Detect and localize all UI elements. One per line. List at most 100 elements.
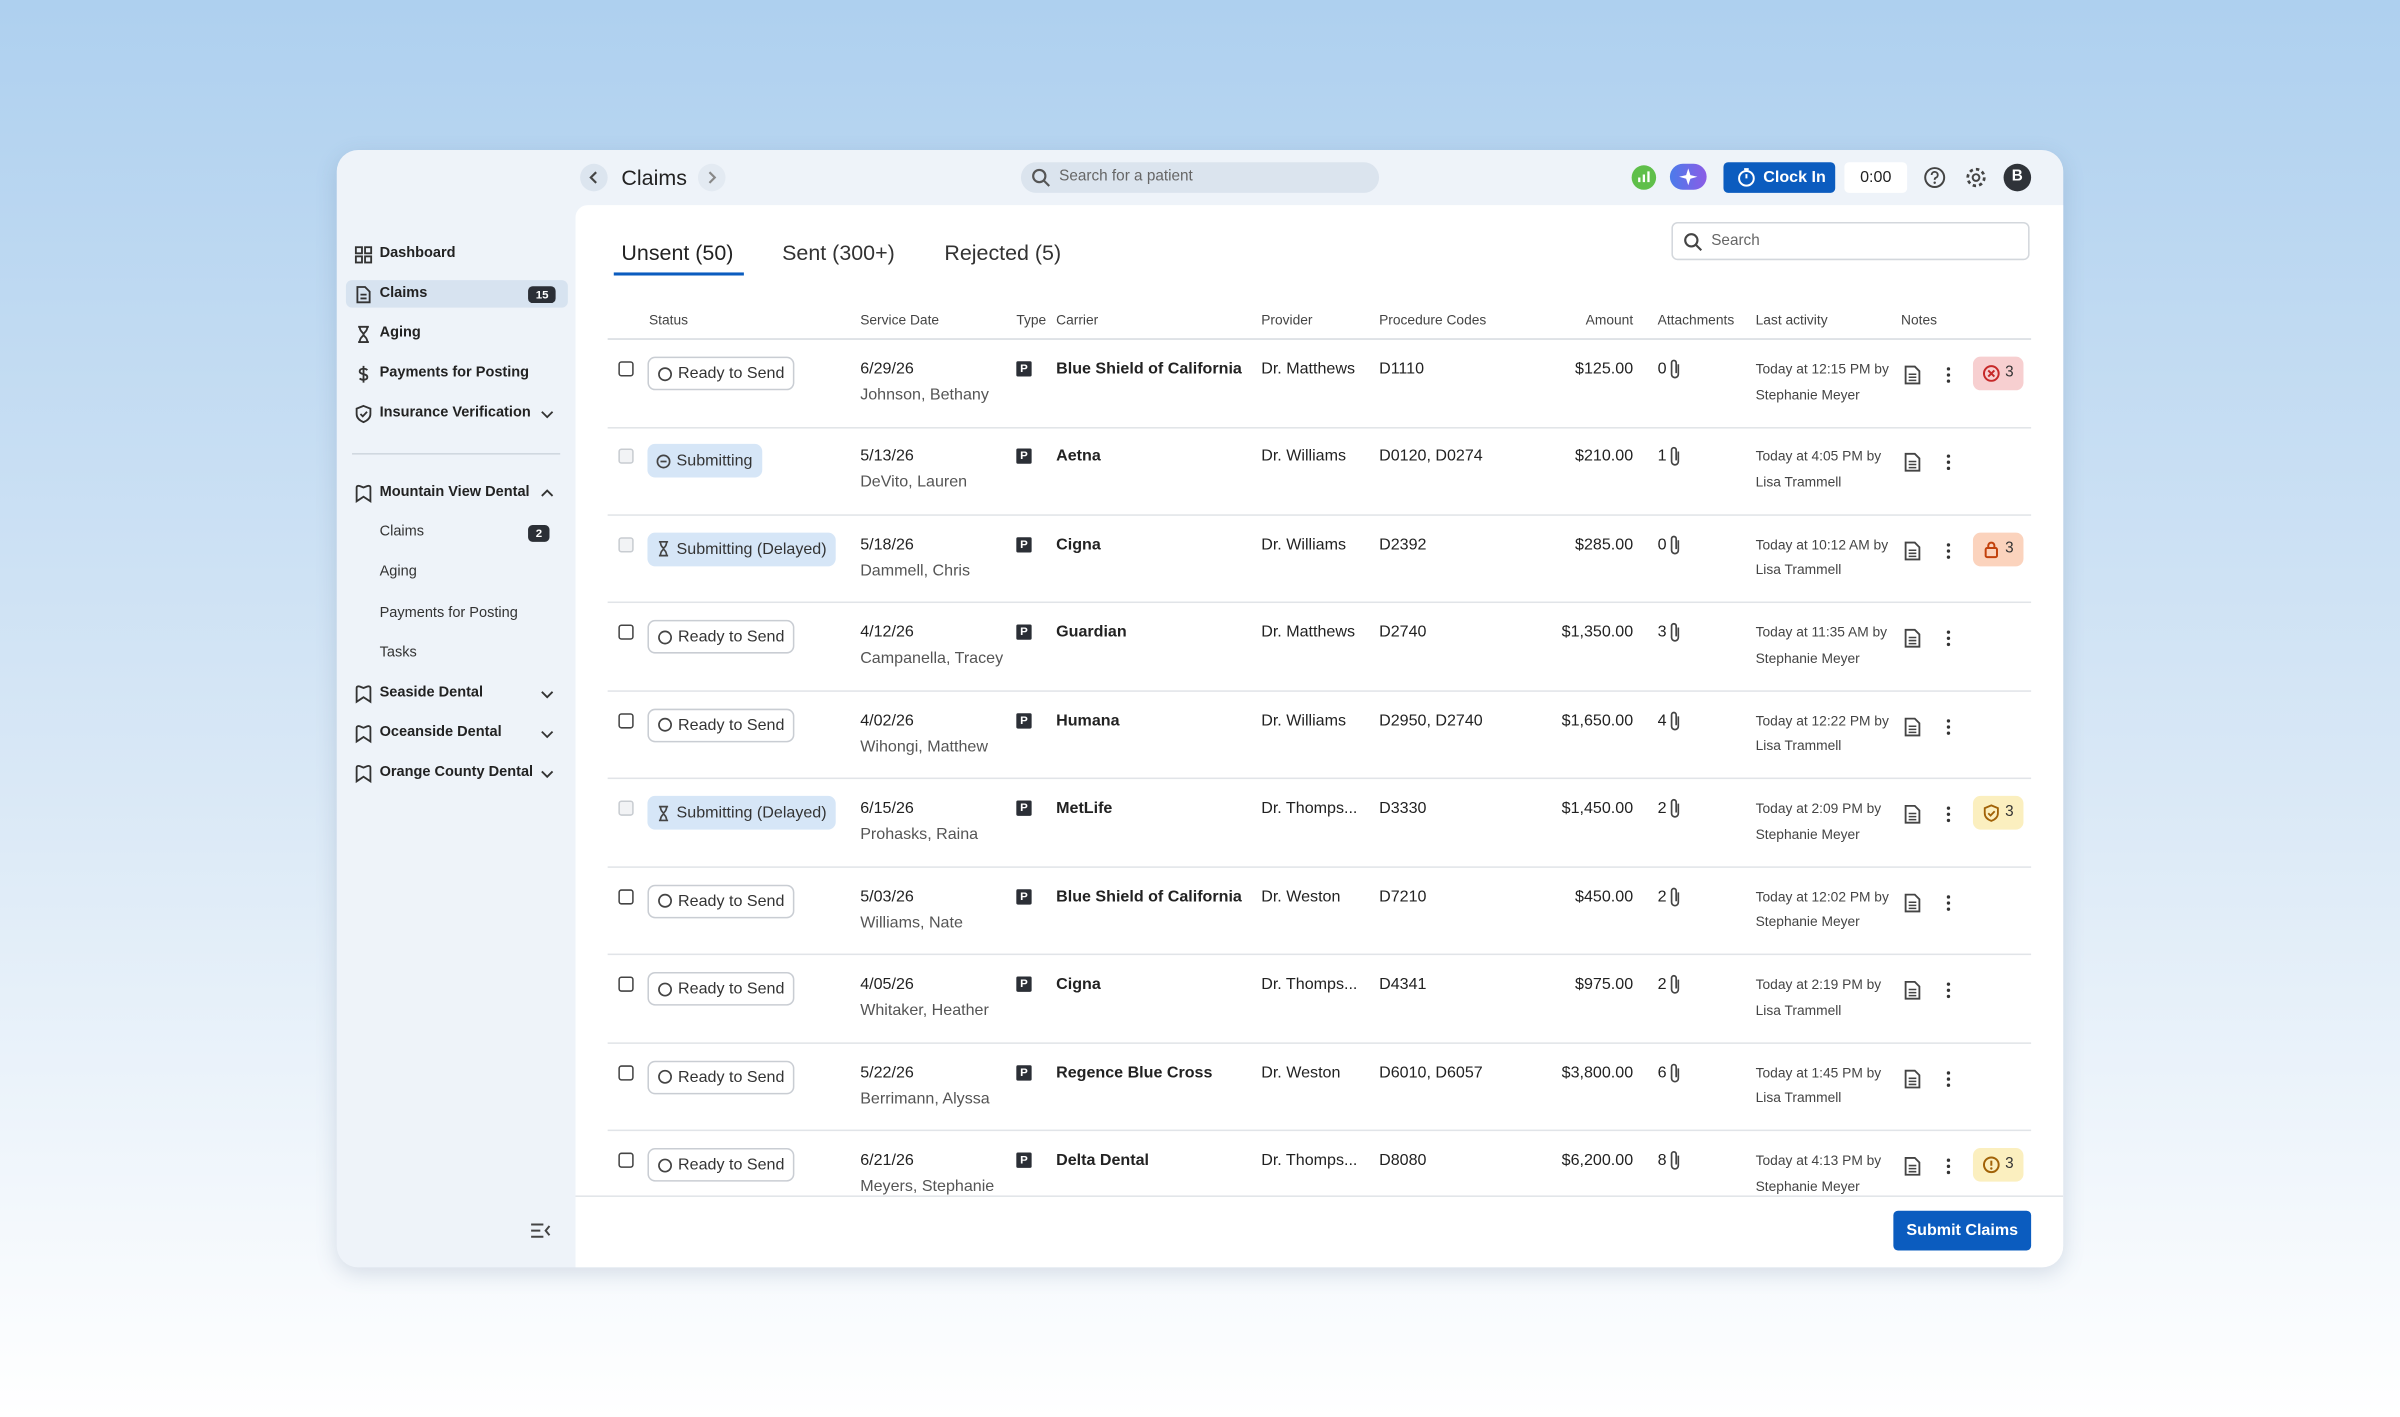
tab[interactable]: Unsent (50) xyxy=(621,240,734,265)
alert-icon xyxy=(1984,541,1998,558)
table-row[interactable]: Ready to Send 4/02/26 Wihongi, Matthew P Hum… xyxy=(576,692,2064,780)
status-icon xyxy=(658,718,673,733)
tab[interactable]: Rejected (5) xyxy=(944,240,1062,265)
more-icon[interactable] xyxy=(1944,981,1953,999)
table-row[interactable]: Submitting (Delayed) 5/18/26 Dammell, Chri… xyxy=(576,516,2064,604)
notes-icon[interactable] xyxy=(1903,1068,1923,1089)
chevron-icon[interactable] xyxy=(539,765,556,782)
row-checkbox xyxy=(618,537,634,553)
table-search[interactable]: Search xyxy=(1671,221,2030,261)
column-header: Procedure Codes xyxy=(1379,312,1487,328)
patient-name: DeVito, Lauren xyxy=(860,473,968,492)
row-checkbox[interactable] xyxy=(618,712,634,729)
table-row[interactable]: Ready to Send 5/22/26 Berrimann, Alyssa P Re… xyxy=(576,1043,2064,1132)
table-row[interactable]: Ready to Send 5/03/26 Williams, Nate P Blue … xyxy=(576,867,2064,956)
carrier: Guardian xyxy=(1056,623,1127,642)
nav-label: Insurance Verification xyxy=(379,404,531,421)
notes-icon[interactable] xyxy=(1903,980,1923,1001)
header-divider xyxy=(607,338,2032,340)
status-icon xyxy=(658,541,669,558)
column-header: Status xyxy=(648,312,689,328)
more-icon[interactable] xyxy=(1944,718,1953,736)
row-checkbox[interactable] xyxy=(618,1064,634,1080)
avatar-initial: B xyxy=(2011,168,2023,186)
last-activity: Today at 4:13 PM by xyxy=(1755,1152,1882,1168)
nav-label: Tasks xyxy=(379,644,417,661)
status-label: Submitting (Delayed) xyxy=(676,803,827,823)
notes-icon[interactable] xyxy=(1903,628,1923,649)
alert-badge[interactable]: 3 xyxy=(1972,532,2024,567)
paperclip-icon xyxy=(1670,623,1680,643)
row-checkbox[interactable] xyxy=(618,361,634,377)
collapse-sidebar-icon[interactable] xyxy=(528,1220,552,1241)
notes-icon[interactable] xyxy=(1903,1156,1923,1177)
table-row[interactable]: Submitting (Delayed) 6/15/26 Prohasks, Rai… xyxy=(576,779,2064,868)
row-checkbox[interactable] xyxy=(618,1152,634,1168)
last-activity: Lisa Trammell xyxy=(1755,1089,1842,1106)
more-icon[interactable] xyxy=(1944,454,1953,472)
patient-search[interactable]: Search for a patient xyxy=(1020,162,1380,193)
more-icon[interactable] xyxy=(1944,805,1953,823)
chevron-icon[interactable] xyxy=(539,685,556,702)
more-icon[interactable] xyxy=(1944,893,1953,911)
procedure-codes: D7210 xyxy=(1379,887,1427,906)
alert-badge[interactable]: 3 xyxy=(1972,796,2024,830)
forward-button[interactable] xyxy=(697,163,726,192)
help-icon[interactable] xyxy=(1922,165,1946,189)
notes-icon[interactable] xyxy=(1903,892,1923,913)
tab[interactable]: Sent (300+) xyxy=(782,240,895,265)
row-checkbox[interactable] xyxy=(618,888,634,905)
chevron-icon[interactable] xyxy=(539,405,556,422)
amount: $210.00 xyxy=(1575,447,1634,466)
type-badge: P xyxy=(1016,712,1032,729)
last-activity: Stephanie Meyer xyxy=(1755,826,1860,842)
assistant-button[interactable] xyxy=(1669,163,1707,190)
notes-icon[interactable] xyxy=(1903,452,1923,473)
submit-claims-button[interactable]: Submit Claims xyxy=(1893,1210,2032,1251)
table-row[interactable]: Submitting 5/13/26 DeVito, Lauren P Aetna Dr.… xyxy=(576,428,2064,516)
notes-icon[interactable] xyxy=(1903,716,1923,737)
table-row[interactable]: Ready to Send 6/21/26 Meyers, Stephanie P De… xyxy=(576,1131,2064,1195)
more-icon[interactable] xyxy=(1944,1157,1953,1175)
nav-icon xyxy=(355,764,372,783)
patient-name: Meyers, Stephanie xyxy=(860,1177,995,1196)
alert-badge[interactable]: 3 xyxy=(1972,356,2024,391)
provider: Dr. Weston xyxy=(1261,1063,1341,1082)
last-activity: Lisa Trammell xyxy=(1755,562,1842,578)
chevron-icon[interactable] xyxy=(539,484,556,501)
more-icon[interactable] xyxy=(1944,542,1953,560)
row-checkbox[interactable] xyxy=(618,976,634,993)
table-row[interactable]: Ready to Send 6/29/26 Johnson, Bethany P Blu… xyxy=(576,340,2064,428)
more-icon[interactable] xyxy=(1944,1069,1953,1087)
nav-label: Payments for Posting xyxy=(379,364,530,382)
back-button[interactable] xyxy=(580,163,608,192)
row-checkbox[interactable] xyxy=(618,625,634,641)
notes-icon[interactable] xyxy=(1903,540,1923,561)
table-row[interactable]: Ready to Send 4/12/26 Campanella, Tracey P G… xyxy=(576,604,2064,692)
status-label: Ready to Send xyxy=(678,891,785,911)
column-header: Carrier xyxy=(1056,312,1099,328)
analytics-button[interactable] xyxy=(1631,165,1657,190)
avatar[interactable]: B xyxy=(2003,163,2032,192)
chevron-icon[interactable] xyxy=(539,725,556,742)
alert-badge[interactable]: 3 xyxy=(1972,1148,2024,1182)
notes-icon[interactable] xyxy=(1903,364,1923,385)
last-activity: Today at 4:05 PM by xyxy=(1755,449,1882,465)
table-row[interactable]: Ready to Send 4/05/26 Whitaker, Heather P Ci… xyxy=(576,955,2064,1044)
tabs: Unsent (50) Sent (300+) Rejected (5) xyxy=(576,205,1494,282)
more-icon[interactable] xyxy=(1944,366,1953,384)
amount: $285.00 xyxy=(1575,535,1634,554)
footer-divider xyxy=(575,1195,2064,1197)
row-divider xyxy=(607,865,2032,868)
service-date: 5/03/26 xyxy=(860,887,914,906)
clock-in-button[interactable]: Clock In xyxy=(1723,162,1836,193)
settings-icon[interactable] xyxy=(1964,165,1988,189)
type-badge: P xyxy=(1016,361,1032,377)
nav-label: Claims xyxy=(379,523,425,541)
nav-label: Seaside Dental xyxy=(379,684,484,702)
nav-icon xyxy=(355,724,372,743)
more-icon[interactable] xyxy=(1944,630,1953,648)
notes-icon[interactable] xyxy=(1903,804,1923,825)
paperclip-icon xyxy=(1670,887,1680,906)
